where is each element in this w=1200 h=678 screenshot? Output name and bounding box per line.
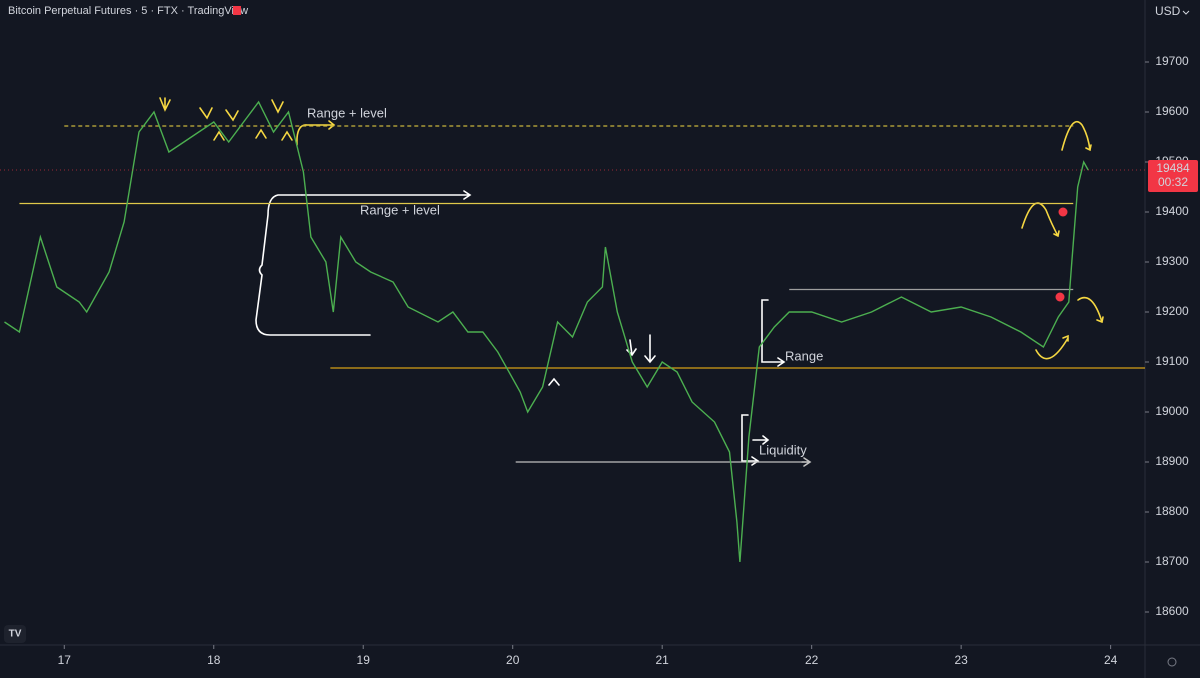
y-tick-label: 18600 bbox=[1155, 604, 1189, 618]
plot: 18600 18700 18800 18900 19000 19100 19200 19300… bbox=[0, 54, 1198, 667]
x-tick-label: 24 bbox=[1104, 653, 1118, 667]
y-tick-label: 19400 bbox=[1155, 204, 1189, 218]
y-tick-label: 18800 bbox=[1155, 504, 1189, 518]
settings-icon[interactable] bbox=[1167, 657, 1177, 667]
x-tick-label: 23 bbox=[954, 653, 968, 667]
countdown: 00:32 bbox=[1158, 175, 1188, 189]
y-tick-label: 19200 bbox=[1155, 304, 1189, 318]
y-tick-label: 19100 bbox=[1155, 354, 1189, 368]
y-tick-label: 19300 bbox=[1155, 254, 1189, 268]
y-tick-label: 19600 bbox=[1155, 104, 1189, 118]
x-tick-label: 20 bbox=[506, 653, 520, 667]
flag-icon bbox=[233, 6, 241, 15]
annotation: Range + level bbox=[360, 202, 440, 217]
x-tick-label: 19 bbox=[357, 653, 371, 667]
price-label: 19484 bbox=[1156, 161, 1190, 175]
price-line bbox=[4, 100, 1089, 563]
price-label-box bbox=[1148, 160, 1198, 192]
y-tick-label: 18900 bbox=[1155, 454, 1189, 468]
tv-logo: TV bbox=[4, 625, 26, 643]
caret[interactable] bbox=[1182, 10, 1190, 15]
y-tick-label: 19700 bbox=[1155, 54, 1189, 68]
chart-title: Bitcoin Perpetual Futures · 5 · FTX · Tr… bbox=[8, 5, 248, 17]
x-tick-label: 17 bbox=[58, 653, 72, 667]
x-tick-label: 18 bbox=[207, 653, 221, 667]
x-tick-label: 22 bbox=[805, 653, 819, 667]
drawings bbox=[159, 97, 1104, 467]
currency[interactable]: USD bbox=[1155, 4, 1181, 18]
y-tick-label: 19000 bbox=[1155, 404, 1189, 418]
annotation: Range bbox=[785, 348, 823, 363]
y-tick-label: 18700 bbox=[1155, 554, 1189, 568]
annotation: Liquidity bbox=[759, 442, 807, 457]
annotation: Range + level bbox=[307, 105, 387, 120]
svg-text:TV: TV bbox=[9, 629, 22, 640]
x-tick-label: 21 bbox=[656, 653, 670, 667]
